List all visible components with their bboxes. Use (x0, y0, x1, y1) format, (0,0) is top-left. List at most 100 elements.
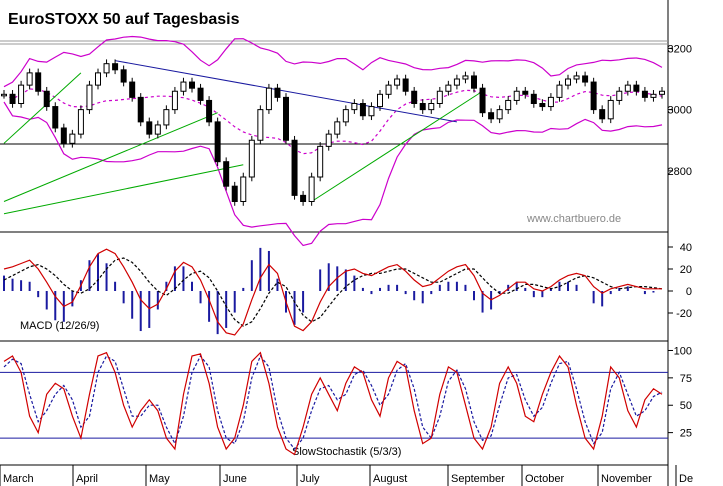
y-tick-label: 50 (680, 400, 692, 412)
candle-body (103, 63, 110, 74)
candle-body (257, 109, 264, 141)
candle-body (35, 72, 42, 92)
candle-body (385, 84, 392, 95)
uptrend-line (3, 72, 82, 144)
x-tick-label: September (451, 473, 505, 485)
candle-body (308, 176, 315, 202)
source-text: www.chartbuero.de (526, 213, 621, 225)
x-tick-label: April (76, 473, 98, 485)
candle-body (419, 103, 426, 111)
candle-body (77, 109, 84, 135)
candle-body (530, 93, 537, 104)
candle-body (505, 99, 512, 111)
uptrend-line (3, 164, 244, 215)
candle-body (291, 139, 298, 196)
candle-body (488, 112, 495, 120)
candle-body (616, 90, 623, 101)
chart-title: EuroSTOXX 50 auf Tagesbasis (8, 11, 240, 28)
candle-body (95, 72, 101, 86)
candle-body (641, 90, 648, 98)
macd-line (3, 248, 662, 336)
candle-body (436, 90, 443, 104)
stochastic-d-line (3, 354, 663, 450)
candle-body (146, 121, 153, 135)
y-tick-label: 40 (680, 242, 692, 254)
candle-body (462, 75, 469, 80)
candle-body (197, 87, 204, 101)
candle-body (300, 194, 307, 202)
macd-signal-line (3, 257, 663, 327)
macd-label: MACD (12/26/9) (20, 320, 99, 332)
candle-body (607, 99, 614, 120)
y-tick-label: 2800 (668, 166, 692, 178)
candle-body (496, 109, 503, 120)
lower-band (3, 101, 663, 247)
candle-body (129, 81, 136, 98)
candle-body (274, 87, 281, 98)
candle-body (223, 161, 230, 187)
candle-body (18, 84, 25, 104)
candle-body (565, 78, 571, 86)
candle-body (317, 145, 324, 178)
stochastic-series (0, 351, 668, 456)
stochastic-label: SlowStochastik (5/3/3) (292, 446, 401, 458)
candle-body (334, 121, 341, 135)
candle-body (573, 75, 580, 80)
axis-ticks: 2800 3000 3200 40 20 0 -20 100 75 50 25 March April M… (0, 43, 693, 486)
candle-body (659, 90, 665, 95)
candle-body (265, 87, 272, 111)
candle-body (154, 124, 161, 135)
y-tick-label: 3200 (668, 43, 692, 55)
x-tick-label: May (149, 473, 170, 485)
candle-body (359, 103, 366, 117)
candle-body (52, 106, 59, 129)
candle-body (325, 133, 332, 147)
candle-body (163, 109, 170, 126)
trend-lines (3, 60, 483, 215)
candle-body (342, 109, 349, 123)
stochastic-k-line (3, 351, 663, 456)
candle-body (240, 176, 247, 202)
y-tick-label: 25 (680, 428, 692, 440)
candle-body (428, 103, 435, 111)
candle-body (556, 84, 563, 98)
candle-body (445, 84, 452, 92)
candle-body (471, 75, 477, 89)
candle-body (599, 109, 606, 120)
candle-body (351, 103, 358, 111)
y-tick-label: 100 (674, 345, 692, 357)
candle-body (394, 78, 401, 86)
candle-body (60, 127, 67, 144)
candle-body (180, 81, 187, 92)
x-tick-label: June (223, 473, 247, 485)
candle-body (539, 103, 546, 108)
candle-body (189, 81, 195, 89)
candle-body (69, 133, 76, 144)
x-tick-label: De (679, 473, 693, 485)
candle-body (522, 90, 529, 95)
price-series (1, 59, 665, 206)
uptrend-line (311, 90, 483, 202)
downtrend-line (115, 60, 457, 123)
candle-body (650, 93, 657, 98)
x-tick-label: October (525, 473, 564, 485)
y-tick-label: 0 (686, 286, 692, 298)
candle-body (137, 96, 144, 123)
candle-body (402, 78, 409, 92)
x-tick-label: July (300, 473, 320, 485)
y-tick-label: 3000 (668, 105, 692, 117)
y-tick-label: -20 (676, 308, 692, 320)
candle-body (214, 121, 221, 163)
candle-body (633, 84, 640, 92)
candle-body (368, 106, 375, 117)
uptrend-line (3, 112, 218, 202)
candle-body (624, 84, 631, 92)
candle-body (171, 90, 178, 111)
candle-body (513, 90, 520, 101)
candle-body (231, 185, 238, 202)
y-tick-label: 75 (680, 373, 692, 385)
candle-body (411, 90, 418, 104)
candle-body (479, 87, 486, 114)
